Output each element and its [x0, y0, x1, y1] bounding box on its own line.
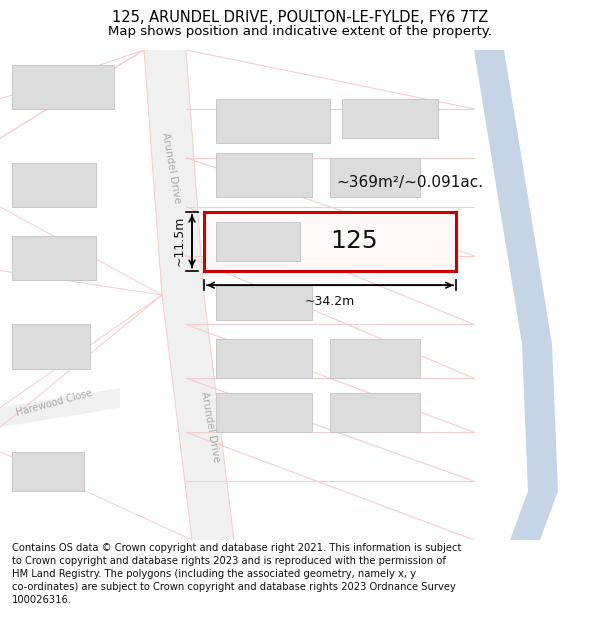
- Bar: [204, 212, 456, 271]
- Polygon shape: [216, 285, 312, 319]
- Polygon shape: [330, 339, 420, 378]
- Text: 125, ARUNDEL DRIVE, POULTON-LE-FYLDE, FY6 7TZ: 125, ARUNDEL DRIVE, POULTON-LE-FYLDE, FY…: [112, 10, 488, 25]
- Polygon shape: [342, 99, 438, 138]
- Polygon shape: [216, 153, 312, 197]
- Bar: [12, 65, 114, 109]
- Polygon shape: [0, 388, 120, 428]
- Text: Map shows position and indicative extent of the property.: Map shows position and indicative extent…: [108, 24, 492, 38]
- Polygon shape: [216, 393, 312, 432]
- Text: Arundel Drive: Arundel Drive: [199, 391, 221, 464]
- Polygon shape: [330, 158, 420, 197]
- Text: ~369m²/~0.091ac.: ~369m²/~0.091ac.: [336, 175, 483, 190]
- Polygon shape: [216, 99, 330, 143]
- Text: Contains OS data © Crown copyright and database right 2021. This information is : Contains OS data © Crown copyright and d…: [12, 542, 461, 606]
- Text: ~11.5m: ~11.5m: [173, 216, 186, 266]
- Bar: [12, 236, 96, 280]
- Polygon shape: [162, 295, 234, 540]
- Text: ~34.2m: ~34.2m: [305, 295, 355, 308]
- Polygon shape: [216, 339, 312, 378]
- Polygon shape: [144, 50, 204, 295]
- Polygon shape: [330, 393, 420, 432]
- Bar: [12, 452, 84, 491]
- Bar: [12, 324, 90, 369]
- Text: 125: 125: [330, 229, 378, 253]
- Bar: [12, 162, 96, 207]
- Text: Harewood Close: Harewood Close: [15, 388, 93, 418]
- Bar: [216, 221, 300, 261]
- Polygon shape: [474, 50, 558, 540]
- Text: Arundel Drive: Arundel Drive: [160, 131, 182, 204]
